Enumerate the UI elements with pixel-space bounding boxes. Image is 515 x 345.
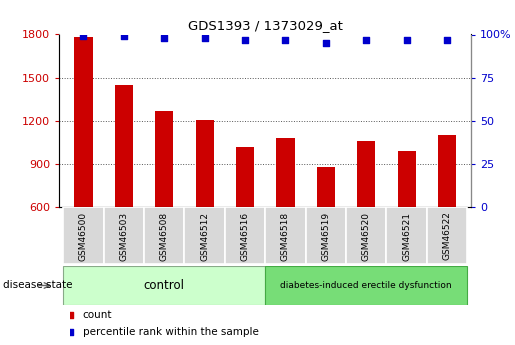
Text: GSM46518: GSM46518: [281, 211, 290, 261]
Text: GSM46500: GSM46500: [79, 211, 88, 261]
Point: [322, 40, 330, 46]
Point: [230, 263, 238, 269]
Bar: [265, 266, 467, 305]
Point: [79, 33, 88, 39]
Bar: [305, 207, 346, 264]
Bar: [236, 147, 254, 207]
Bar: [427, 207, 467, 264]
Point: [443, 37, 451, 42]
Text: GSM46503: GSM46503: [119, 211, 128, 261]
Text: percentile rank within the sample: percentile rank within the sample: [83, 327, 259, 337]
Bar: [144, 207, 184, 264]
Text: GSM46521: GSM46521: [402, 211, 411, 260]
Bar: [196, 120, 214, 207]
Point: [403, 37, 411, 42]
Bar: [63, 266, 265, 305]
Bar: [104, 207, 144, 264]
Bar: [265, 207, 305, 264]
Text: GSM46519: GSM46519: [321, 211, 330, 261]
Text: disease state: disease state: [3, 280, 72, 290]
Bar: [184, 207, 225, 264]
Bar: [398, 151, 416, 207]
Point: [241, 37, 249, 42]
Text: GSM46508: GSM46508: [160, 211, 169, 261]
Bar: [357, 141, 375, 207]
Bar: [115, 85, 133, 207]
Title: GDS1393 / 1373029_at: GDS1393 / 1373029_at: [188, 19, 342, 32]
Text: GSM46522: GSM46522: [442, 211, 452, 260]
Bar: [63, 207, 104, 264]
Text: GSM46516: GSM46516: [241, 211, 250, 261]
Text: control: control: [144, 279, 185, 292]
Bar: [438, 135, 456, 207]
Text: GSM46520: GSM46520: [362, 211, 371, 260]
Point: [200, 35, 209, 41]
Text: GSM46512: GSM46512: [200, 211, 209, 260]
Bar: [386, 207, 427, 264]
Point: [230, 108, 238, 114]
Text: count: count: [83, 310, 112, 320]
Bar: [317, 167, 335, 207]
Bar: [74, 37, 93, 207]
Text: diabetes-induced erectile dysfunction: diabetes-induced erectile dysfunction: [280, 281, 452, 290]
Bar: [225, 207, 265, 264]
Bar: [346, 207, 386, 264]
Point: [160, 35, 168, 41]
Point: [281, 37, 289, 42]
Point: [119, 33, 128, 39]
Point: [362, 37, 370, 42]
Bar: [277, 138, 295, 207]
Bar: [155, 111, 174, 207]
